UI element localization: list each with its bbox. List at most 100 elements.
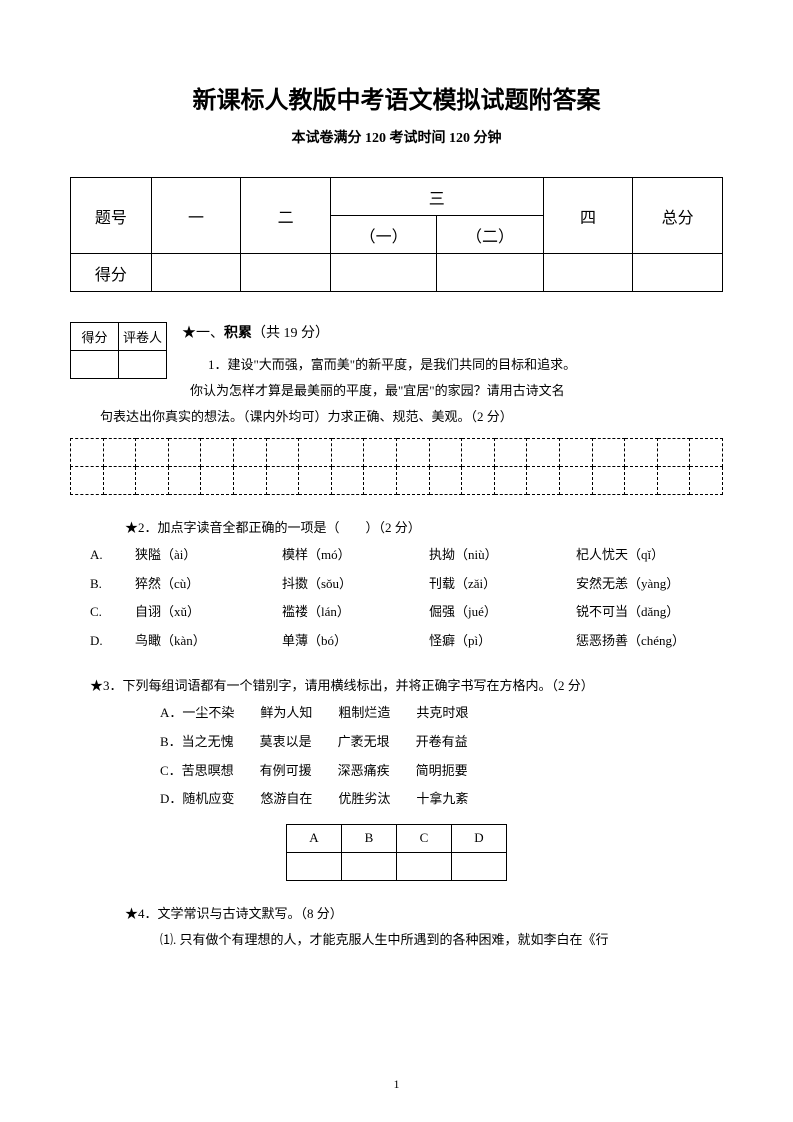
grader-score-label: 得分 bbox=[71, 323, 119, 351]
grid-cell bbox=[657, 439, 690, 467]
q1-line2: 你认为怎样才算是最美丽的平度，最"宜居"的家园？请用古诗文名 bbox=[70, 378, 723, 404]
opt-item: 执拗（niù） bbox=[429, 541, 576, 570]
section-bold: 积累 bbox=[224, 326, 252, 341]
opt-label: C． bbox=[160, 763, 182, 778]
main-title: 新课标人教版中考语文模拟试题附答案 bbox=[70, 80, 723, 115]
q3-option-d: D．随机应变 悠游自在 优胜劣汰 十拿九紊 bbox=[70, 785, 723, 814]
page-number: 1 bbox=[0, 1077, 793, 1092]
th-three: 三 bbox=[330, 178, 543, 216]
q2-option-c: C. 自诩（xǔ） 褴褛（lán） 倔强（jué） 锐不可当（dǎng） bbox=[70, 598, 723, 627]
abcd-cell bbox=[342, 852, 397, 880]
score-cell bbox=[437, 254, 543, 292]
grid-cell bbox=[201, 467, 234, 495]
grid-cell bbox=[429, 439, 462, 467]
grid-cell bbox=[559, 439, 592, 467]
star-icon: ★一、 bbox=[182, 324, 224, 340]
opt-item: 惩恶扬善（chéng） bbox=[576, 627, 723, 656]
grid-cell bbox=[527, 439, 560, 467]
grid-cell bbox=[71, 467, 104, 495]
q2-option-d: D. 鸟瞰（kàn） 单薄（bó） 怪癖（pì） 惩恶扬善（chéng） bbox=[70, 627, 723, 656]
q1-line1: 1．建设"大而强，富而美"的新平度，是我们共同的目标和追求。 bbox=[70, 352, 723, 378]
opt-item: 安然无恙（yàng） bbox=[576, 570, 723, 599]
grid-cell bbox=[364, 467, 397, 495]
opt-item: 抖擞（sǒu） bbox=[282, 570, 429, 599]
grid-cell bbox=[233, 439, 266, 467]
opt-text: 一尘不染 鲜为人知 粗制烂造 共克时艰 bbox=[182, 705, 468, 720]
q2-option-a: A. 狭隘（ài） 模样（mó） 执拗（niù） 杞人忧天（qǐ） bbox=[70, 541, 723, 570]
grid-cell bbox=[429, 467, 462, 495]
grid-cell bbox=[657, 467, 690, 495]
grid-cell bbox=[168, 467, 201, 495]
grid-cell bbox=[690, 467, 723, 495]
abcd-cell bbox=[397, 852, 452, 880]
abcd-cell bbox=[287, 852, 342, 880]
grid-cell bbox=[168, 439, 201, 467]
opt-item: 猝然（cù） bbox=[135, 570, 282, 599]
score-cell bbox=[633, 254, 723, 292]
grader-score-cell bbox=[71, 351, 119, 379]
grid-cell bbox=[559, 467, 592, 495]
grid-cell bbox=[103, 467, 136, 495]
grid-cell bbox=[266, 467, 299, 495]
grader-table: 得分 评卷人 bbox=[70, 322, 167, 379]
opt-item: 单薄（bó） bbox=[282, 627, 429, 656]
q3-option-a: A．一尘不染 鲜为人知 粗制烂造 共克时艰 bbox=[70, 699, 723, 728]
grid-cell bbox=[331, 467, 364, 495]
q1-line3: 句表达出你真实的想法。（课内外均可）力求正确、规范、美观。（2 分） bbox=[70, 404, 723, 430]
score-cell bbox=[330, 254, 436, 292]
grid-cell bbox=[396, 439, 429, 467]
abcd-c: C bbox=[397, 824, 452, 852]
th-one: 一 bbox=[151, 178, 241, 254]
q3-option-c: C．苦思暝想 有例可援 深恶痛疾 简明扼要 bbox=[70, 757, 723, 786]
th-four: 四 bbox=[543, 178, 633, 254]
opt-label: A. bbox=[90, 541, 135, 570]
score-table: 题号 一 二 三 四 总分 （一） （二） 得分 bbox=[70, 177, 723, 292]
q3-prompt: ★3．下列每组词语都有一个错别字，请用横线标出，并将正确字书写在方格内。（2 分… bbox=[70, 673, 723, 699]
opt-item: 模样（mó） bbox=[282, 541, 429, 570]
q2-option-b: B. 猝然（cù） 抖擞（sǒu） 刊载（zǎi） 安然无恙（yàng） bbox=[70, 570, 723, 599]
opt-item: 刊载（zǎi） bbox=[429, 570, 576, 599]
th-two: 二 bbox=[241, 178, 331, 254]
grid-cell bbox=[625, 467, 658, 495]
q3-option-b: B．当之无愧 莫衷以是 广袤无垠 开卷有益 bbox=[70, 728, 723, 757]
opt-item: 狭隘（ài） bbox=[135, 541, 282, 570]
opt-item: 杞人忧天（qǐ） bbox=[576, 541, 723, 570]
abcd-a: A bbox=[287, 824, 342, 852]
grid-cell bbox=[233, 467, 266, 495]
grid-cell bbox=[690, 439, 723, 467]
grid-cell bbox=[462, 467, 495, 495]
grid-cell bbox=[103, 439, 136, 467]
grid-cell bbox=[201, 439, 234, 467]
opt-label: B. bbox=[90, 570, 135, 599]
subtitle: 本试卷满分 120 考试时间 120 分钟 bbox=[70, 127, 723, 147]
answer-grid bbox=[70, 438, 723, 495]
opt-text: 随机应变 悠游自在 优胜劣汰 十拿九紊 bbox=[182, 791, 468, 806]
opt-item: 自诩（xǔ） bbox=[135, 598, 282, 627]
opt-label: D. bbox=[90, 627, 135, 656]
opt-label: D． bbox=[160, 791, 182, 806]
abcd-table: A B C D bbox=[286, 824, 507, 881]
grid-cell bbox=[299, 439, 332, 467]
grader-person-cell bbox=[119, 351, 167, 379]
q4-prompt: ★4．文学常识与古诗文默写。（8 分） bbox=[70, 901, 723, 927]
grid-cell bbox=[527, 467, 560, 495]
th-sub2: （二） bbox=[437, 216, 543, 254]
grid-cell bbox=[494, 467, 527, 495]
opt-item: 倔强（jué） bbox=[429, 598, 576, 627]
abcd-cell bbox=[452, 852, 507, 880]
grid-cell bbox=[592, 467, 625, 495]
grid-cell bbox=[136, 439, 169, 467]
opt-text: 当之无愧 莫衷以是 广袤无垠 开卷有益 bbox=[182, 734, 468, 749]
grid-cell bbox=[364, 439, 397, 467]
section-points: （共 19 分） bbox=[252, 326, 329, 341]
th-num: 题号 bbox=[71, 178, 152, 254]
opt-label: B． bbox=[160, 734, 182, 749]
opt-label: A． bbox=[160, 705, 182, 720]
opt-label: C. bbox=[90, 598, 135, 627]
section-heading: ★一、积累（共 19 分） bbox=[70, 322, 723, 342]
grid-cell bbox=[299, 467, 332, 495]
grid-cell bbox=[136, 467, 169, 495]
grid-cell bbox=[396, 467, 429, 495]
opt-item: 褴褛（lán） bbox=[282, 598, 429, 627]
th-score: 得分 bbox=[71, 254, 152, 292]
